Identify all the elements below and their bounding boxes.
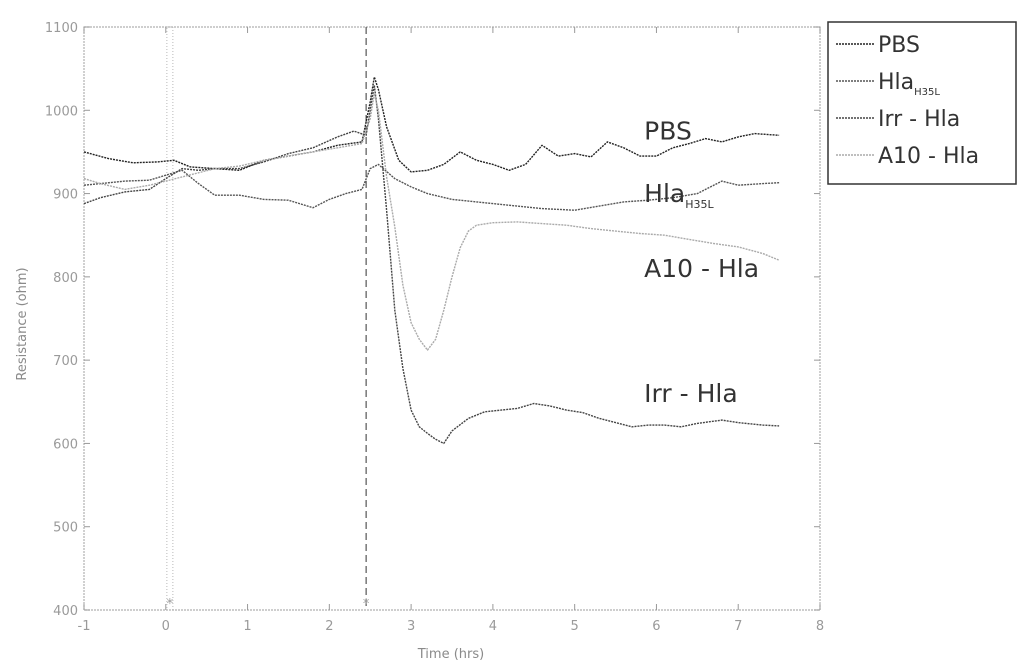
x-tick-label: 4 xyxy=(489,619,497,634)
x-tick-label: 0 xyxy=(162,619,170,634)
series-line-a10-hla xyxy=(83,92,780,351)
plot-frame xyxy=(83,26,821,611)
series-line-irr-hla xyxy=(83,84,780,445)
x-tick-label: 3 xyxy=(407,619,415,634)
x-tick-label: 1 xyxy=(243,619,251,634)
plot-area xyxy=(83,26,821,611)
y-tick-label: 600 xyxy=(53,437,78,452)
series-annotation: A10 - Hla xyxy=(644,254,759,283)
series-line-hla-h35l xyxy=(83,163,780,211)
y-tick-label: 700 xyxy=(53,354,78,369)
x-tick-label: -1 xyxy=(78,619,91,634)
series-annotation: HlaH35L xyxy=(644,179,714,211)
event-markers: * * xyxy=(166,26,370,612)
event-marker-asterisk: * xyxy=(167,597,174,612)
event-marker-asterisk: * xyxy=(363,597,370,612)
y-axis-label: Resistance (ohm) xyxy=(15,267,30,380)
x-tick-label: 2 xyxy=(325,619,333,634)
y-tick-label: 800 xyxy=(53,271,78,286)
x-tick-label: 6 xyxy=(652,619,660,634)
series-annotation: Irr - Hla xyxy=(644,379,737,408)
y-tick-label: 900 xyxy=(53,188,78,203)
y-tick-label: 1100 xyxy=(45,21,78,36)
series-annotation: PBS xyxy=(644,116,692,145)
legend-box xyxy=(827,21,1017,185)
y-tick-label: 500 xyxy=(53,521,78,536)
x-tick-label: 5 xyxy=(571,619,579,634)
x-tick-label: 8 xyxy=(816,619,824,634)
legend-label: Irr - Hla xyxy=(878,107,960,132)
x-axis-label: Time (hrs) xyxy=(417,647,484,662)
y-tick-label: 1000 xyxy=(45,104,78,119)
legend-label: A10 - Hla xyxy=(878,144,979,169)
legend: PBS HlaH35L Irr - Hla A10 - Hla xyxy=(827,21,1017,185)
y-tick-label: 400 xyxy=(53,604,78,619)
series-annotations: PBS HlaH35L A10 - Hla Irr - Hla xyxy=(644,116,759,407)
data-series xyxy=(83,76,780,445)
x-tick-label: 7 xyxy=(734,619,742,634)
axis-ticks: -1 0 1 2 3 4 5 6 7 8 400 500 600 700 800 900 1000 1100 xyxy=(45,21,824,634)
legend-label: PBS xyxy=(878,33,920,58)
event-line-dotted xyxy=(166,26,174,611)
legend-label: HlaH35L xyxy=(878,70,940,98)
